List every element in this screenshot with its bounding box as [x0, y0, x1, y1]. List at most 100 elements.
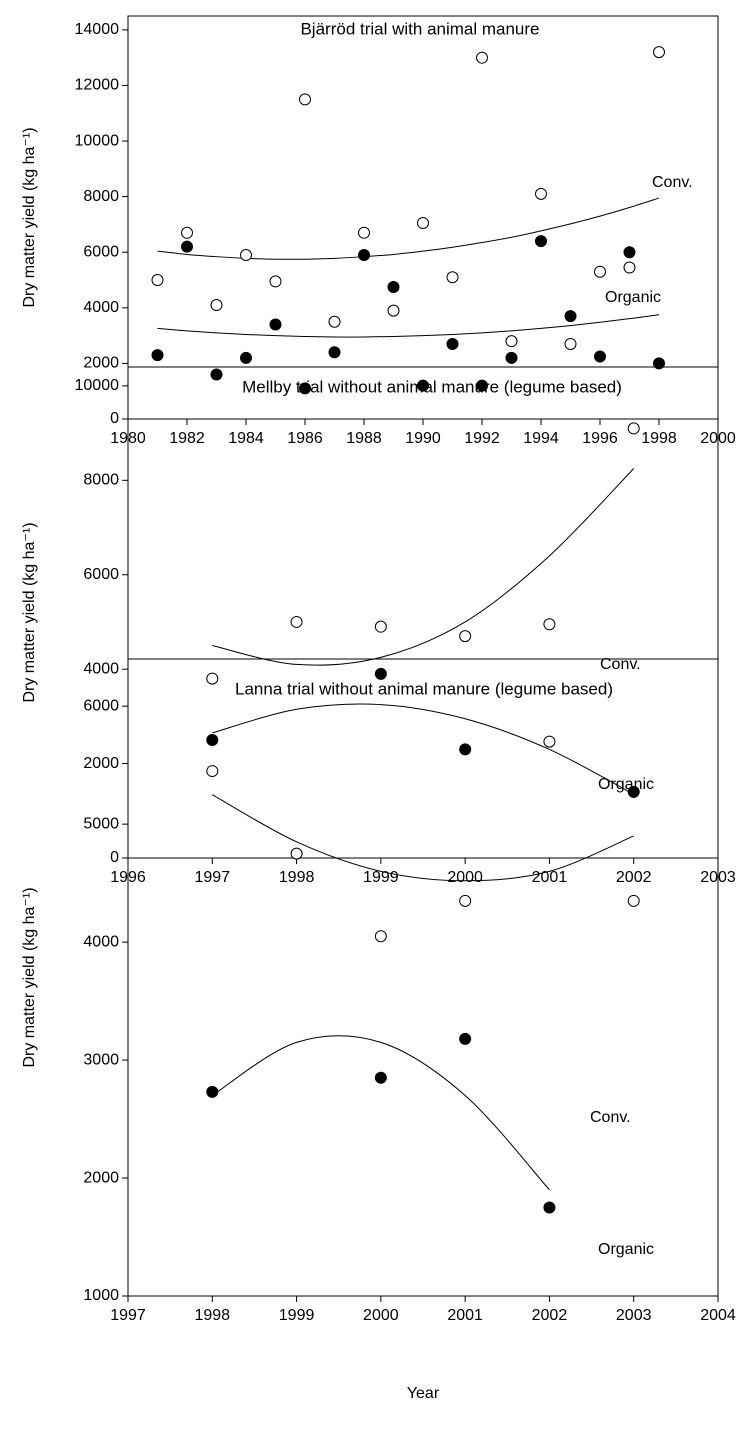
data-point	[459, 743, 472, 756]
series-label: Organic	[598, 1241, 654, 1258]
data-point	[446, 271, 459, 284]
data-point	[627, 894, 640, 907]
y-tick-label: 14000	[75, 21, 120, 38]
x-tick-label: 1998	[279, 869, 315, 886]
data-point	[623, 246, 636, 259]
data-point	[151, 349, 164, 362]
x-tick-label: 2000	[363, 1307, 399, 1324]
data-point	[387, 304, 400, 317]
x-tick-label: 1998	[641, 430, 677, 447]
x-tick-label: 1986	[287, 430, 323, 447]
data-point	[417, 379, 429, 392]
data-point	[181, 226, 193, 239]
y-tick-label: 0	[110, 849, 119, 866]
chart-title: Lanna trial without animal manure (legum…	[235, 679, 613, 698]
y-axis-label: Dry matter yield (kg ha⁻¹)	[21, 522, 38, 702]
data-point	[446, 337, 459, 350]
data-point	[328, 315, 341, 328]
trend-line	[157, 314, 660, 338]
chart-title: Bjärröd trial with animal manure	[300, 19, 539, 38]
data-point	[505, 351, 518, 364]
data-point	[240, 351, 252, 364]
data-point	[206, 765, 219, 778]
y-tick-label: 2000	[83, 1169, 119, 1186]
data-point	[374, 1071, 387, 1084]
data-point	[543, 1201, 556, 1214]
data-point	[358, 249, 370, 262]
data-point	[564, 337, 577, 350]
y-tick-label: 12000	[75, 77, 120, 94]
y-tick-label: 4000	[83, 660, 119, 677]
x-tick-label: 2003	[616, 1307, 652, 1324]
data-point	[151, 274, 164, 287]
y-tick-label: 5000	[83, 815, 119, 832]
data-point	[627, 785, 640, 798]
data-point	[206, 1085, 219, 1098]
data-point	[299, 93, 311, 106]
y-tick-label: 3000	[83, 1051, 119, 1068]
trend-line	[212, 1035, 550, 1191]
x-tick-label: 1982	[169, 430, 205, 447]
data-point	[417, 217, 429, 230]
data-point	[387, 280, 400, 293]
series-label: Conv.	[600, 656, 641, 673]
y-tick-label: 8000	[83, 188, 119, 205]
data-point	[240, 249, 252, 262]
data-point	[210, 299, 223, 312]
y-tick-label: 0	[110, 410, 119, 427]
y-axis-label: Dry matter yield (kg ha⁻¹)	[21, 887, 38, 1067]
data-point	[374, 667, 387, 680]
y-tick-label: 6000	[83, 566, 119, 583]
data-point	[206, 733, 219, 746]
y-tick-label: 4000	[83, 299, 119, 316]
x-tick-label: 1994	[523, 430, 559, 447]
data-point	[653, 46, 665, 59]
data-point	[181, 240, 193, 253]
y-tick-label: 6000	[83, 243, 119, 260]
data-point	[206, 672, 219, 685]
data-point	[290, 847, 303, 860]
trend-line	[212, 794, 634, 882]
series-label: Organic	[605, 289, 661, 306]
series-label: Conv.	[652, 174, 693, 191]
x-tick-label: 1996	[582, 430, 618, 447]
data-point	[543, 618, 556, 631]
chart-title: Mellby trial without animal manure (legu…	[242, 377, 622, 396]
trend-line	[212, 703, 634, 795]
data-point	[269, 318, 282, 331]
plot-frame	[127, 658, 719, 1297]
y-tick-label: 8000	[83, 472, 119, 489]
plot-frame	[127, 366, 719, 859]
x-tick-label: 1990	[405, 430, 441, 447]
data-point	[374, 930, 387, 943]
data-point	[459, 630, 472, 643]
x-tick-label: 2002	[532, 1307, 568, 1324]
x-tick-label: 2001	[447, 1307, 483, 1324]
x-tick-label: 1998	[194, 1307, 230, 1324]
data-point	[290, 615, 303, 628]
data-point	[564, 310, 577, 323]
y-tick-label: 4000	[83, 933, 119, 950]
x-tick-label: 1999	[279, 1307, 315, 1324]
x-tick-label: 1997	[110, 1307, 146, 1324]
trend-line	[212, 468, 635, 666]
x-tick-label: 1984	[228, 430, 264, 447]
data-point	[505, 335, 518, 348]
data-point	[328, 346, 341, 359]
y-tick-label: 10000	[75, 132, 120, 149]
data-point	[476, 379, 488, 392]
x-tick-label: 2004	[700, 1307, 736, 1324]
data-point	[627, 422, 640, 435]
x-tick-label: 1992	[464, 430, 500, 447]
y-tick-label: 2000	[83, 755, 119, 772]
y-tick-label: 6000	[83, 697, 119, 714]
y-tick-label: 2000	[83, 355, 119, 372]
data-point	[543, 735, 556, 748]
data-point	[535, 187, 547, 200]
x-axis-label: Year	[407, 1385, 440, 1402]
data-point	[358, 226, 370, 239]
y-tick-label: 10000	[75, 377, 120, 394]
data-point	[269, 275, 282, 288]
data-point	[459, 1032, 472, 1045]
